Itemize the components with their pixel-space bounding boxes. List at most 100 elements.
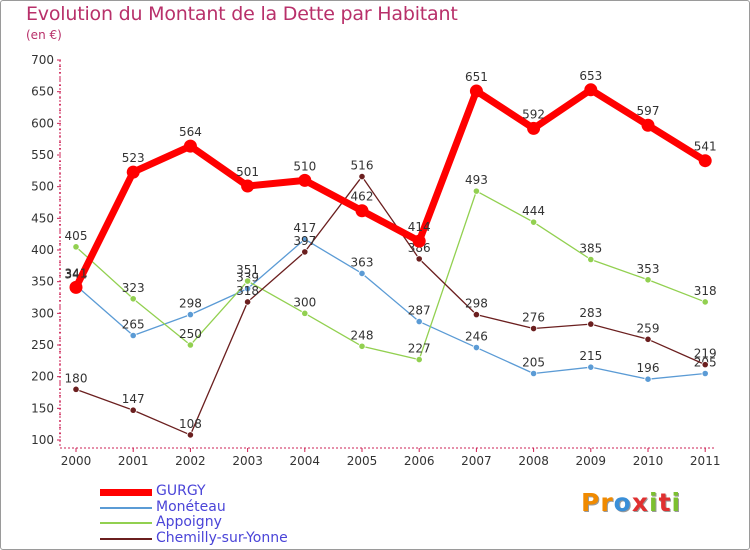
data-label-chemilly-sur-yonne: 180 <box>65 371 88 385</box>
data-label-appoigny: 300 <box>293 295 316 309</box>
data-label-gurgy: 653 <box>579 69 602 83</box>
x-tick-label: 2007 <box>461 454 492 468</box>
data-point-chemilly-sur-yonne <box>186 431 194 439</box>
data-label-moneteau: 363 <box>351 255 374 269</box>
data-label-gurgy: 592 <box>522 107 545 121</box>
legend-label: Chemilly-sur-Yonne <box>156 529 288 546</box>
x-tick-label: 2002 <box>175 454 206 468</box>
data-point-chemilly-sur-yonne <box>472 311 480 319</box>
data-point-gurgy <box>241 179 255 193</box>
data-label-gurgy: 651 <box>465 70 488 84</box>
logo-letter: r <box>600 488 614 517</box>
data-point-gurgy <box>126 165 140 179</box>
data-label-chemilly-sur-yonne: 318 <box>236 284 259 298</box>
x-tick-label: 2003 <box>232 454 263 468</box>
legend-label: GURGY <box>156 483 206 499</box>
data-label-chemilly-sur-yonne: 219 <box>694 347 717 361</box>
series-line-chemilly-sur-yonne <box>75 175 706 436</box>
data-point-gurgy <box>584 83 598 97</box>
data-point-gurgy <box>412 234 426 248</box>
data-point-moneteau <box>587 363 595 371</box>
y-tick-label: 650 <box>31 85 54 99</box>
data-label-moneteau: 265 <box>122 318 145 332</box>
data-point-appoigny <box>472 187 480 195</box>
data-label-gurgy: 541 <box>694 140 717 154</box>
y-tick-label: 150 <box>31 401 54 415</box>
y-tick-label: 100 <box>31 433 54 447</box>
y-tick-label: 300 <box>31 306 54 320</box>
y-tick-label: 500 <box>31 180 54 194</box>
data-label-gurgy: 564 <box>179 125 202 139</box>
data-label-chemilly-sur-yonne: 283 <box>579 306 602 320</box>
x-tick-label: 2008 <box>518 454 549 468</box>
data-label-appoigny: 248 <box>351 328 374 342</box>
logo-letter: x <box>631 488 649 517</box>
data-label-chemilly-sur-yonne: 298 <box>465 297 488 311</box>
data-point-gurgy <box>641 118 655 132</box>
data-point-gurgy <box>698 154 712 168</box>
data-label-appoigny: 493 <box>465 173 488 187</box>
data-point-moneteau <box>529 369 538 378</box>
y-tick-label: 450 <box>31 211 54 225</box>
y-tick-label: 200 <box>31 370 54 384</box>
data-point-chemilly-sur-yonne <box>644 335 652 343</box>
data-point-gurgy <box>298 173 312 187</box>
y-tick-label: 250 <box>31 338 54 352</box>
legend-swatch <box>100 537 152 540</box>
data-label-appoigny: 227 <box>408 342 431 356</box>
data-label-moneteau: 215 <box>579 349 602 363</box>
data-point-appoigny <box>244 277 252 285</box>
data-point-appoigny <box>529 218 538 226</box>
y-tick-label: 350 <box>31 275 54 289</box>
y-tick-label: 600 <box>31 116 54 130</box>
x-tick-label: 2010 <box>633 454 664 468</box>
data-point-moneteau <box>129 331 137 340</box>
y-tick-label: 550 <box>31 148 54 162</box>
data-label-appoigny: 318 <box>694 284 717 298</box>
data-point-chemilly-sur-yonne <box>415 255 423 263</box>
data-label-appoigny: 351 <box>236 263 259 277</box>
data-label-moneteau: 417 <box>293 221 316 235</box>
data-label-gurgy: 414 <box>408 220 431 234</box>
x-tick-label: 2000 <box>61 454 92 468</box>
chart-title: Evolution du Montant de la Dette par Hab… <box>26 3 458 25</box>
data-point-appoigny <box>301 309 309 317</box>
data-point-chemilly-sur-yonne <box>529 324 538 333</box>
data-label-chemilly-sur-yonne: 108 <box>179 417 202 431</box>
legend-swatch <box>100 488 152 496</box>
series-line-moneteau <box>75 238 706 380</box>
data-point-moneteau <box>415 317 423 326</box>
data-point-appoigny <box>358 342 366 350</box>
data-label-gurgy: 341 <box>65 266 88 280</box>
data-point-gurgy <box>527 121 541 135</box>
x-tick-label: 2004 <box>290 454 321 468</box>
x-tick-label: 2001 <box>118 454 149 468</box>
data-point-chemilly-sur-yonne <box>72 385 80 393</box>
data-point-appoigny <box>186 341 194 349</box>
data-point-moneteau <box>701 369 709 378</box>
data-label-gurgy: 501 <box>236 165 259 179</box>
proxiti-logo: Proxiti <box>581 488 681 517</box>
data-label-appoigny: 353 <box>637 262 660 276</box>
data-label-appoigny: 323 <box>122 281 145 295</box>
data-point-appoigny <box>72 243 80 251</box>
data-label-chemilly-sur-yonne: 516 <box>351 159 374 173</box>
data-label-gurgy: 597 <box>637 104 660 118</box>
data-label-appoigny: 444 <box>522 204 545 218</box>
chart-subtitle: (en €) <box>26 28 62 42</box>
logo-letter: i <box>671 488 682 517</box>
y-tick-label: 700 <box>31 53 54 67</box>
data-point-chemilly-sur-yonne <box>587 320 595 328</box>
legend-label: Appoigny <box>156 514 222 530</box>
data-point-moneteau <box>644 375 652 383</box>
data-point-gurgy <box>69 280 83 294</box>
data-point-chemilly-sur-yonne <box>244 298 252 306</box>
data-point-appoigny <box>129 295 137 303</box>
data-point-gurgy <box>183 139 197 153</box>
logo-letter: P <box>581 488 601 517</box>
data-label-gurgy: 523 <box>122 151 145 165</box>
data-point-chemilly-sur-yonne <box>129 406 137 414</box>
data-point-moneteau <box>244 285 252 293</box>
logo-letter: t <box>658 488 672 517</box>
